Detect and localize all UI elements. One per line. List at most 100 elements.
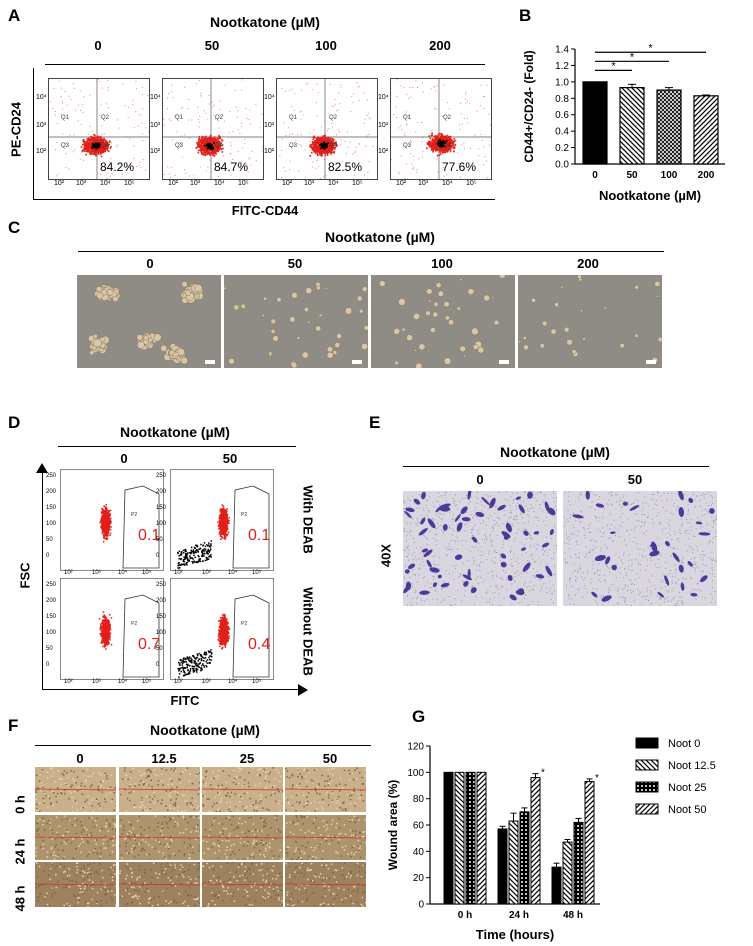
panel-d-xtick: 10³	[202, 679, 211, 685]
panel-b-xtick: 0	[592, 170, 598, 181]
panel-f-time-24: 24 h	[12, 838, 28, 865]
panel-a-ytick: 10⁴	[378, 94, 389, 101]
panel-e-mag-label: 40X	[378, 543, 394, 568]
panel-b-ytick: 1.2	[555, 61, 569, 72]
panel-d-xtick: 10²	[174, 570, 183, 576]
panel-f-wound-image	[119, 767, 200, 812]
panel-a-percent: 84.7%	[214, 160, 249, 174]
panel-f-wound-image	[285, 767, 366, 812]
panel-letter-a: A	[8, 6, 21, 25]
panel-d-xtick: 10⁴	[118, 570, 128, 576]
panel-g-legend-label: Noot 0	[668, 738, 700, 750]
panel-a-xtick: 10⁵	[466, 180, 477, 187]
panel-g-ytick: 20	[413, 873, 425, 884]
panel-g-ytick: 100	[407, 768, 424, 779]
panel-d-xtick: 10⁵	[252, 570, 262, 576]
panel-a-xtick: 10²	[282, 180, 293, 187]
panel-d-ytick: 0	[46, 662, 50, 668]
panel-b-xtick: 200	[698, 170, 715, 181]
panel-g-bar	[584, 781, 595, 905]
quadrant-label: Q3	[61, 143, 70, 149]
panel-d-xtick: 10⁴	[118, 679, 128, 685]
panel-f-wound-image	[285, 862, 366, 907]
panel-a-percent: 82.5%	[328, 160, 363, 174]
panel-letter-g: G	[412, 707, 426, 726]
quadrant-label: Q3	[289, 143, 298, 149]
panel-g-bar	[562, 841, 573, 905]
panel-d-yaxis	[42, 468, 43, 690]
panel-d-ytick: 250	[46, 582, 57, 588]
panel-f-dose-50: 50	[322, 751, 338, 766]
panel-d-scatter: P2	[99, 485, 160, 569]
panel-g-ytick: 40	[413, 847, 425, 858]
panel-d-row-label-2-wrap: Without DEAB	[292, 578, 322, 688]
panel-d-xtick: 10⁵	[252, 679, 262, 685]
panel-c-header: Nootkatone (µM)	[325, 229, 435, 245]
panel-f-dose-12-5: 12.5	[151, 751, 177, 766]
panel-d-xaxis	[42, 689, 302, 690]
panel-f-header-line	[35, 745, 371, 746]
panel-a-xtick: 10³	[418, 180, 429, 187]
panel-b-ytick: 1.0	[555, 77, 569, 88]
panel-f-wound-image	[119, 815, 200, 860]
panel-d-flow-plot: P2	[60, 469, 164, 571]
panel-d-gate	[232, 594, 270, 678]
quadrant-label: Q2	[101, 115, 110, 121]
panel-d-gate	[122, 594, 160, 678]
panel-a-ylabel-wrap: PE-CD24	[6, 82, 26, 182]
panel-a-header: Nootkatone (µM)	[210, 14, 320, 30]
quadrant-label: Q4	[215, 143, 224, 149]
panel-e-invasion-image	[563, 491, 717, 606]
panel-b-bar	[693, 95, 719, 165]
panel-c-sphere-image	[224, 275, 368, 368]
panel-f-header: Nootkatone (µM)	[150, 722, 260, 738]
panel-a-flow-plot: Q1 Q2 Q3 Q4	[276, 78, 378, 180]
panel-a-ytick: 10²	[378, 148, 389, 155]
panel-b-chart: 0.0 0.2 0.4 0.6 0.8 1.0 1.2 1.4 0 50 100 200 * * * Noot…	[522, 42, 725, 203]
panel-d-ytick: 0	[46, 553, 50, 559]
panel-c-sphere-image	[518, 275, 662, 368]
panel-a-xtick: 10²	[168, 180, 179, 187]
panel-b-xlabel: Nootkatone (µM)	[599, 188, 701, 203]
panel-letter-c: C	[8, 218, 21, 237]
panel-d-ytick: 200	[156, 489, 167, 495]
panel-d-xtick: 10²	[64, 679, 73, 685]
panel-d-header: Nootkatone (µM)	[120, 424, 230, 440]
panel-a-ytick: 10²	[36, 148, 47, 155]
panel-d-flow-plot: P2	[170, 578, 274, 680]
panel-a-xtick: 10⁵	[352, 180, 363, 187]
panel-g-legend-label: Noot 12.5	[668, 760, 716, 772]
panel-a-xtick: 10⁴	[214, 180, 225, 187]
panel-letter-b: B	[519, 6, 532, 25]
panel-d-xtick: 10⁴	[228, 679, 238, 685]
panel-b-bar	[656, 89, 682, 165]
panel-g-bar	[508, 820, 519, 905]
panel-b-bar	[619, 87, 645, 165]
panel-c-sphere-image	[77, 275, 221, 368]
panel-g-bar	[530, 777, 541, 905]
panel-f-wound-image	[202, 767, 283, 812]
panel-e-invasion-image	[403, 491, 557, 606]
panel-g-ylabel: Wound area (%)	[386, 780, 400, 870]
panel-d-row-label-with: With DEAB	[300, 485, 316, 554]
panel-d-gate-label: P2	[131, 621, 137, 627]
panel-d-scatter: P2	[177, 594, 270, 678]
panel-a-ylabel: PE-CD24	[8, 102, 24, 157]
panel-a-scatter: Q1 Q2 Q3 Q4	[277, 79, 377, 179]
panel-a-ytick: 10²	[264, 148, 275, 155]
panel-d-scatter: P2	[177, 485, 270, 569]
panel-f-wound-image	[35, 862, 116, 907]
panel-d-ytick: 0	[156, 553, 160, 559]
quadrant-label: Q4	[443, 143, 452, 149]
panel-a-dose-200: 200	[429, 38, 451, 53]
panel-d-xtick: 10²	[174, 679, 183, 685]
panel-g-xtick: 24 h	[509, 910, 529, 921]
panel-c-dose-200: 200	[577, 256, 599, 271]
panel-a-xtick: 10⁴	[328, 180, 339, 187]
panel-g-sig-star: *	[541, 768, 545, 779]
panel-g-bar	[497, 828, 508, 905]
panel-d-ytick: 150	[46, 614, 57, 620]
panel-d-dose-50: 50	[222, 451, 238, 466]
quadrant-label: Q3	[175, 143, 184, 149]
panel-a-xtick: 10⁴	[100, 180, 111, 187]
